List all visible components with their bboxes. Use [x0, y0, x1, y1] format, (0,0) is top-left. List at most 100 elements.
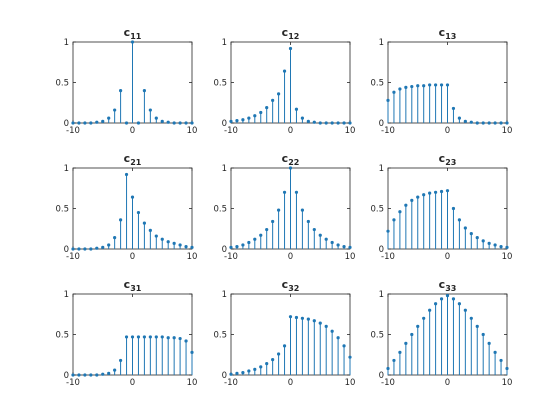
- stem-marker: [89, 247, 93, 251]
- stem-marker: [271, 219, 275, 224]
- stem-marker: [130, 335, 135, 339]
- stem-marker: [89, 121, 93, 125]
- y-tick-label: 0.5: [213, 331, 227, 341]
- title-subscript: 31: [130, 284, 142, 293]
- title-base: c: [282, 152, 289, 165]
- subplot-title: c33: [439, 278, 457, 293]
- stem-marker: [253, 237, 257, 241]
- stem-marker: [259, 110, 263, 115]
- stem-marker: [428, 83, 432, 87]
- y-tick-label: 0.5: [370, 331, 384, 341]
- stem-marker: [178, 243, 182, 247]
- stem-marker: [83, 247, 87, 251]
- x-tick-label: 0: [130, 378, 135, 388]
- stem-marker: [336, 121, 340, 125]
- stem-marker: [410, 332, 414, 337]
- stem-marker: [172, 336, 176, 340]
- stem-marker: [124, 121, 129, 125]
- stem-marker: [428, 191, 432, 195]
- stem-marker: [493, 243, 497, 247]
- stem-marker: [451, 206, 456, 211]
- y-tick-label: 1: [379, 290, 384, 300]
- stem-marker: [282, 344, 287, 348]
- stem-marker: [172, 241, 176, 245]
- title-base: c: [124, 26, 131, 39]
- stem-marker: [113, 368, 117, 372]
- stem-marker: [410, 84, 414, 89]
- x-tick-label: 10: [187, 126, 198, 136]
- stem-marker: [101, 372, 105, 376]
- title-base: c: [124, 278, 131, 291]
- stem-marker: [493, 121, 497, 125]
- stem-marker: [392, 218, 396, 222]
- stem-marker: [282, 190, 287, 194]
- stem-marker: [416, 324, 420, 328]
- stem-marker: [475, 236, 479, 240]
- stem-marker: [439, 297, 444, 301]
- x-tick-label: -10: [66, 126, 80, 136]
- stem-marker: [505, 121, 509, 125]
- x-tick-label: 0: [445, 378, 450, 388]
- stem-marker: [160, 119, 164, 123]
- stem-marker: [89, 373, 93, 377]
- stem-marker: [241, 118, 245, 122]
- title-subscript: 23: [445, 158, 456, 167]
- stem-marker: [348, 355, 352, 359]
- stem-marker: [166, 240, 170, 244]
- y-tick-label: 0.5: [370, 205, 384, 215]
- stem-marker: [330, 240, 334, 245]
- stem-marker: [154, 234, 158, 238]
- y-tick-label: 0: [379, 119, 384, 129]
- stem-marker: [113, 108, 117, 112]
- stem-marker: [499, 358, 503, 363]
- stem-marker: [247, 116, 251, 120]
- stem-marker: [300, 316, 304, 320]
- stem-marker: [282, 69, 287, 73]
- y-tick-label: 1: [222, 164, 227, 174]
- x-tick-label: -10: [66, 378, 80, 388]
- y-tick-label: 0.5: [55, 331, 69, 341]
- stem-marker: [505, 366, 509, 371]
- stem-marker: [386, 366, 390, 371]
- stem-marker: [148, 335, 152, 339]
- title-base: c: [439, 152, 446, 165]
- stem-marker: [294, 315, 299, 320]
- stem-marker: [422, 193, 426, 197]
- x-tick-label: 10: [187, 252, 198, 262]
- stem-marker: [124, 172, 129, 177]
- stem-marker: [445, 83, 450, 87]
- stem-marker: [130, 40, 135, 44]
- stem-marker: [434, 83, 438, 87]
- stem-marker: [235, 244, 239, 249]
- title-subscript: 13: [445, 32, 456, 41]
- stem-marker: [422, 84, 426, 88]
- y-tick-label: 0: [64, 371, 69, 381]
- stem-marker: [229, 119, 233, 123]
- title-subscript: 12: [288, 32, 299, 41]
- x-tick-label: 0: [288, 378, 293, 388]
- y-tick-label: 0: [64, 119, 69, 129]
- stem-marker: [386, 98, 390, 102]
- stem-marker: [166, 120, 170, 124]
- stem-marker: [481, 121, 485, 125]
- stem-marker: [190, 350, 194, 354]
- stem-marker: [130, 195, 135, 199]
- stem-marker: [342, 344, 346, 348]
- stem-marker: [107, 243, 111, 247]
- stem-marker: [342, 121, 346, 125]
- stem-marker: [148, 108, 152, 112]
- stem-marker: [294, 190, 299, 194]
- stem-marker: [142, 335, 146, 339]
- x-tick-label: 0: [445, 252, 450, 262]
- stem-marker: [386, 229, 390, 233]
- x-tick-label: -10: [381, 252, 395, 262]
- stem-marker: [445, 189, 450, 193]
- subplot-title: c21: [124, 152, 142, 167]
- stem-marker: [229, 245, 233, 249]
- subplot-title: c11: [124, 26, 142, 41]
- stem-marker: [288, 166, 293, 170]
- stem-marker: [247, 369, 251, 373]
- stem-marker: [318, 321, 322, 325]
- x-tick-label: -10: [224, 378, 238, 388]
